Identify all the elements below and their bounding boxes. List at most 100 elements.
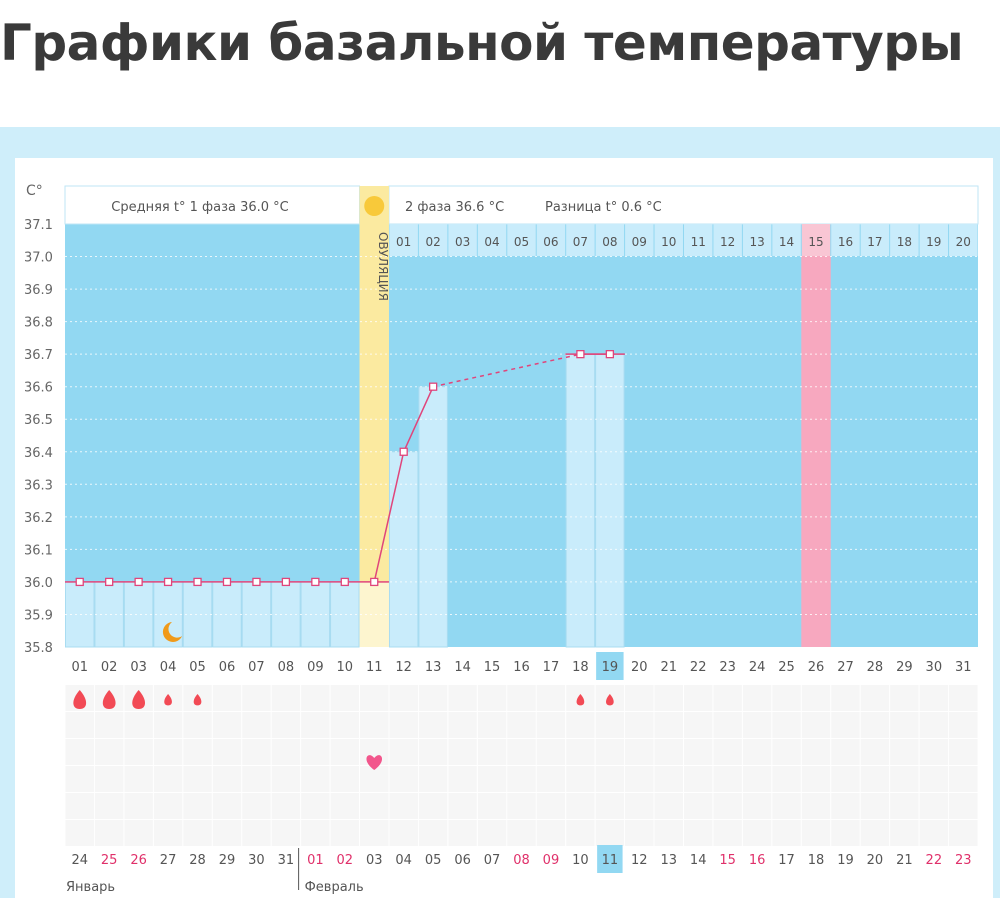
symptom-cell [418, 793, 448, 819]
symptom-cell [654, 766, 683, 792]
symptom-cell [330, 793, 360, 819]
cycle-day-label: 02 [101, 660, 118, 675]
difference-label: Разница t° 0.6 °C [545, 200, 662, 215]
symptom-cell [801, 793, 831, 819]
symptom-cell [94, 739, 124, 765]
symptom-cell [683, 766, 713, 792]
temperature-bar [565, 353, 596, 648]
symptom-cell [625, 766, 654, 792]
cycle-day-label: 12 [395, 660, 412, 675]
symptom-cell [94, 820, 124, 846]
symptom-cell [860, 685, 890, 711]
symptom-cell [389, 766, 418, 792]
symptom-cell [153, 739, 183, 765]
symptom-cell [330, 766, 360, 792]
symptom-cell [919, 739, 949, 765]
luteal-day-label: 14 [779, 235, 794, 249]
symptom-cell [801, 766, 831, 792]
current-day-highlight [596, 652, 624, 680]
cycle-day-label: 28 [867, 660, 884, 675]
cycle-day-label: 25 [778, 660, 795, 675]
date-label: 28 [189, 853, 206, 868]
phase1-label: Средняя t° 1 фаза 36.0 °C [111, 200, 288, 215]
symptom-cell [831, 712, 860, 738]
temperature-point [428, 382, 438, 391]
symptom-cell [919, 820, 949, 846]
symptom-cell [242, 793, 271, 819]
symptom-cell [654, 793, 683, 819]
luteal-day-label: 08 [602, 235, 617, 249]
date-label: 24 [71, 853, 88, 868]
cycle-day-label: 03 [130, 660, 147, 675]
sun-icon [364, 196, 385, 216]
date-label: 17 [778, 853, 795, 868]
luteal-day-cell [507, 224, 536, 256]
ovulation-label: ОВУЛЯЦИЯ [376, 232, 390, 301]
symptom-cell [566, 739, 595, 765]
symptom-cell [742, 739, 772, 765]
symptom-cell [212, 685, 242, 711]
symptom-cell [595, 712, 625, 738]
phase2-header [388, 185, 979, 225]
cycle-day-label: 30 [926, 660, 943, 675]
date-label: 25 [101, 853, 118, 868]
symptom-cell [536, 766, 566, 792]
symptom-cell [625, 793, 654, 819]
symptom-cell [536, 820, 566, 846]
luteal-day-cell [919, 224, 949, 256]
date-label: 04 [395, 853, 412, 868]
symptom-cell [301, 685, 330, 711]
symptom-cell [772, 739, 801, 765]
symptom-cell [654, 739, 683, 765]
temperature-point [222, 577, 232, 587]
symptom-cell [477, 739, 507, 765]
symptom-cell [212, 766, 242, 792]
symptom-cell [919, 712, 949, 738]
symptom-cell [595, 820, 625, 846]
symptom-cell [477, 712, 507, 738]
symptom-cell [919, 685, 949, 711]
symptom-cell [772, 793, 801, 819]
luteal-day-cell [536, 224, 566, 256]
blood-drop-icon [102, 690, 116, 709]
symptom-cell [360, 685, 389, 711]
symptom-cell [683, 820, 713, 846]
symptom-cell [742, 820, 772, 846]
symptom-cell [566, 766, 595, 792]
symptom-cell [212, 712, 242, 738]
symptom-cell [94, 712, 124, 738]
symptom-cell [389, 793, 418, 819]
symptom-cell [242, 820, 271, 846]
temperature-point [75, 577, 84, 587]
cycle-day-label: 29 [896, 660, 913, 675]
symptom-cell [742, 712, 772, 738]
luteal-day-cell [477, 224, 507, 256]
date-label: 12 [631, 853, 648, 868]
symptom-cell [477, 766, 507, 792]
symptom-cell [507, 766, 536, 792]
symptom-cell [831, 739, 860, 765]
date-label: 16 [749, 853, 766, 868]
symptom-cell [713, 793, 742, 819]
symptom-cell [389, 685, 418, 711]
symptom-cell [507, 739, 536, 765]
symptom-cell [301, 712, 330, 738]
symptom-cell [65, 739, 94, 765]
symptom-cell [301, 820, 330, 846]
symptom-cell [271, 712, 301, 738]
luteal-day-label: 12 [720, 235, 735, 249]
temperature-bar [595, 353, 625, 648]
symptom-cell [595, 793, 625, 819]
symptom-cell [271, 766, 301, 792]
temperature-line-segment [373, 451, 405, 583]
cycle-day-label: 01 [71, 660, 88, 675]
symptom-cell [124, 739, 153, 765]
luteal-day-cell [860, 224, 890, 256]
luteal-day-cell [389, 224, 418, 256]
symptom-cell [860, 793, 890, 819]
temperature-point [399, 447, 408, 456]
symptom-cell [654, 685, 683, 711]
luteal-day-label: 01 [396, 235, 411, 249]
date-label: 05 [425, 853, 442, 868]
date-label: 21 [896, 853, 913, 868]
